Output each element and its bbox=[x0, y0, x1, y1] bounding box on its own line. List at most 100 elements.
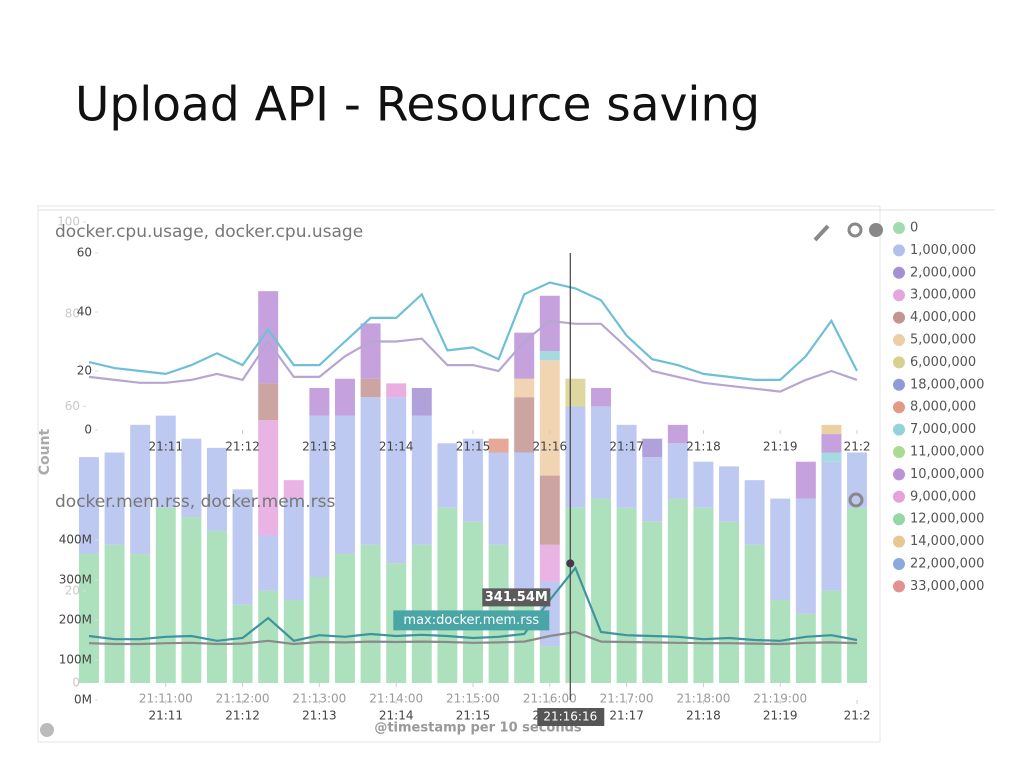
x-tick-label: 21:18 bbox=[686, 440, 721, 454]
legend-label: 1,000,000 bbox=[910, 243, 976, 258]
panel-frame bbox=[37, 205, 881, 743]
plot: 0 20 60 80 100 21:11:00 21:12:00 21:13:00 21:14:… bbox=[37, 215, 984, 736]
legend-swatch bbox=[893, 423, 905, 436]
bar-segment bbox=[258, 383, 279, 421]
next-icon[interactable] bbox=[869, 223, 883, 237]
line bbox=[88, 630, 858, 646]
bar-segment bbox=[309, 415, 330, 577]
hover-point bbox=[566, 559, 575, 568]
x-tick-label: 21:15:00 bbox=[446, 692, 500, 706]
legend-swatch bbox=[893, 401, 905, 414]
x-axis-label: @timestamp per 10 seconds bbox=[374, 721, 582, 736]
bar-segment bbox=[335, 415, 355, 554]
bar-segment bbox=[283, 480, 304, 499]
x-tick-label: 21:19:00 bbox=[753, 692, 807, 706]
legend-swatch bbox=[893, 222, 905, 234]
bar-segment bbox=[104, 544, 125, 683]
bar-segment bbox=[616, 424, 637, 508]
bar-segment bbox=[821, 590, 842, 683]
tooltip-time-box bbox=[537, 708, 605, 726]
bar-segment bbox=[565, 406, 586, 508]
legend-label: 10,000,000 bbox=[910, 467, 984, 482]
y-tick-label: 200M bbox=[59, 613, 92, 627]
bar-segment bbox=[795, 613, 816, 683]
bar-segment bbox=[130, 424, 151, 554]
bar-segment bbox=[104, 452, 125, 545]
bar-segment bbox=[386, 383, 407, 398]
y-tick-label: 40 bbox=[77, 305, 92, 319]
line bbox=[88, 319, 858, 393]
y-tick-label: 20 bbox=[65, 583, 80, 597]
bar-segment bbox=[591, 406, 611, 499]
x-tick-label: 21:12 bbox=[225, 440, 260, 454]
y-tick-label: 20 bbox=[77, 364, 92, 378]
bar-segment bbox=[488, 438, 509, 453]
bar-segment bbox=[591, 498, 611, 683]
legend-label: 8,000,000 bbox=[910, 400, 976, 415]
bar-segment bbox=[719, 521, 740, 683]
bar-segment bbox=[309, 387, 330, 416]
bar-segment bbox=[463, 438, 483, 522]
x-tick-label: 21:2 bbox=[844, 440, 871, 454]
y-tick-label: 60 bbox=[77, 246, 92, 260]
bar-segment bbox=[667, 424, 688, 444]
bar-segment bbox=[539, 295, 560, 352]
x-tick-label: 21:14:00 bbox=[369, 692, 423, 706]
bar-segment bbox=[821, 434, 842, 453]
y-tick-label: 0M bbox=[74, 693, 92, 707]
x-tick-label: 21:14 bbox=[379, 440, 414, 454]
legend-label: 22,000,000 bbox=[910, 557, 984, 572]
legend-swatch bbox=[893, 311, 905, 324]
edit-icon[interactable] bbox=[813, 224, 830, 242]
bar-segment bbox=[514, 332, 535, 379]
legend-label: 12,000,000 bbox=[910, 512, 984, 527]
x-tick-label: 21:11:00 bbox=[139, 692, 193, 706]
line bbox=[88, 281, 858, 381]
bar-segment bbox=[386, 397, 407, 564]
gear-icon[interactable] bbox=[847, 222, 863, 238]
legend-label: 5,000,000 bbox=[910, 333, 976, 348]
x-tick-label: 21:19 bbox=[763, 709, 798, 723]
x-tick-label: 21:12 bbox=[225, 709, 260, 723]
bar-segment bbox=[642, 521, 663, 683]
bar-segment bbox=[795, 498, 816, 614]
gear-icon[interactable] bbox=[848, 492, 864, 508]
bar-segment bbox=[719, 466, 740, 522]
y-tick-label: 100M bbox=[59, 653, 92, 667]
x-tick-label: 21:11 bbox=[148, 709, 183, 723]
bar-segment bbox=[591, 387, 611, 407]
tooltip-series: max:docker.mem.rss bbox=[403, 613, 539, 628]
tooltip-time: 21:16:16 bbox=[543, 710, 597, 724]
x-tick-label: 21:17 bbox=[609, 440, 644, 454]
bar-segment bbox=[565, 378, 586, 407]
y-tick-label: 300M bbox=[59, 573, 92, 587]
tooltip-value: 341.54M bbox=[485, 590, 548, 605]
settings-icon[interactable] bbox=[40, 723, 54, 737]
x-tick-label: 21:13 bbox=[302, 440, 337, 454]
x-tick-label: 21:18 bbox=[686, 709, 721, 723]
legend-swatch bbox=[893, 446, 905, 458]
bar-segment bbox=[360, 544, 381, 683]
tooltip-series-box bbox=[393, 610, 550, 631]
bar-segment bbox=[155, 507, 176, 683]
bar-segment bbox=[693, 507, 714, 683]
legend-label: 11,000,000 bbox=[910, 445, 984, 460]
x-tick-label: 21:13:00 bbox=[292, 692, 346, 706]
legend-swatch bbox=[893, 266, 905, 279]
bar-segment bbox=[206, 530, 227, 683]
bar-segment bbox=[693, 461, 714, 508]
bar-segment bbox=[360, 323, 381, 379]
y-tick-label: 400M bbox=[59, 533, 92, 547]
bar-segment bbox=[514, 452, 535, 591]
bar-segment bbox=[821, 424, 842, 435]
bar-segment bbox=[181, 517, 202, 683]
legend-swatch bbox=[893, 356, 905, 369]
x-tick-label: 21:15 bbox=[456, 440, 491, 454]
bar-segment bbox=[360, 397, 381, 545]
bar-segment bbox=[539, 544, 560, 582]
bar-segment bbox=[78, 457, 99, 554]
bar-segment bbox=[642, 457, 663, 522]
panel-title: docker.cpu.usage, docker.cpu.usage bbox=[55, 222, 363, 242]
legend-swatch bbox=[893, 558, 905, 570]
